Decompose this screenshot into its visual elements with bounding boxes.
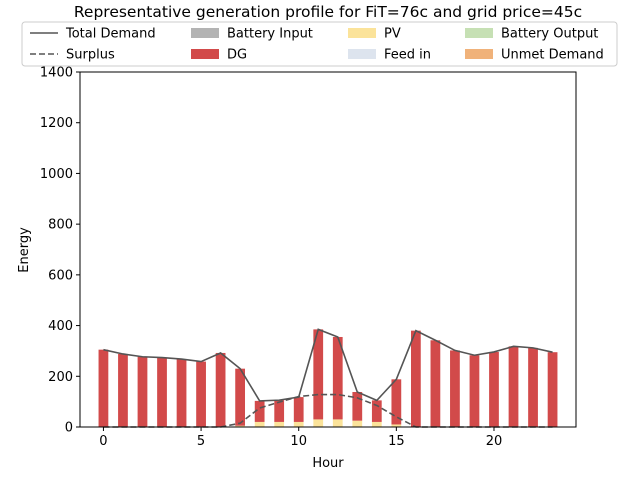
bar-dg-hour-15 bbox=[391, 379, 402, 425]
x-tick-label: 15 bbox=[388, 434, 405, 449]
legend-swatch bbox=[348, 49, 376, 59]
bar-dg-hour-16 bbox=[410, 330, 421, 427]
y-tick-label: 1400 bbox=[40, 66, 73, 81]
legend-swatch bbox=[465, 28, 493, 38]
bar-dg-hour-20 bbox=[489, 351, 499, 427]
plot-area: 0 5 10 15 20 0 200 400 600 800 1000 1200 1400 bbox=[40, 66, 577, 449]
legend-item-surplus: Surplus bbox=[30, 48, 115, 63]
x-axis: 0 5 10 15 20 bbox=[99, 427, 502, 449]
legend-item-battery-input: Battery Input bbox=[191, 27, 313, 42]
legend-label: Battery Input bbox=[227, 27, 313, 42]
bar-pv-hour-9 bbox=[274, 421, 285, 427]
bar-pv-hour-7 bbox=[235, 425, 246, 427]
line-total-demand bbox=[103, 328, 553, 402]
legend: Total Demand Surplus Battery Input DG PV Feed… bbox=[21, 21, 618, 67]
bar-dg-hour-1 bbox=[118, 353, 128, 427]
x-axis-title: Hour bbox=[312, 456, 344, 471]
legend-swatch bbox=[348, 28, 376, 38]
legend-item-total-demand: Total Demand bbox=[30, 27, 156, 42]
legend-label: Unmet Demand bbox=[501, 48, 604, 63]
bar-dg-hour-0 bbox=[98, 349, 109, 427]
bar-dg-hour-3 bbox=[157, 357, 167, 427]
bar-dg-hour-14 bbox=[371, 400, 382, 422]
legend-label: Battery Output bbox=[501, 27, 598, 42]
y-axis: 0 200 400 600 800 1000 1200 1400 bbox=[40, 66, 80, 436]
legend-swatch bbox=[191, 49, 219, 59]
legend-item-pv: PV bbox=[348, 27, 401, 42]
legend-item-feed-in: Feed in bbox=[348, 48, 431, 63]
legend-swatch bbox=[465, 49, 493, 59]
y-tick-label: 600 bbox=[48, 268, 73, 283]
y-tick-label: 1000 bbox=[40, 167, 73, 182]
bar-dg-hour-17 bbox=[430, 340, 441, 427]
y-tick-label: 1200 bbox=[40, 116, 73, 131]
bar-pv-hour-11 bbox=[313, 419, 324, 427]
legend-label: Surplus bbox=[66, 48, 115, 63]
bar-pv-hour-15 bbox=[391, 424, 402, 427]
y-tick-label: 0 bbox=[65, 421, 73, 436]
bar-pv-hour-10 bbox=[293, 421, 304, 427]
bar-group bbox=[98, 329, 558, 427]
x-tick-label: 5 bbox=[197, 434, 205, 449]
bar-dg-hour-8 bbox=[254, 400, 265, 422]
bar-dg-hour-19 bbox=[469, 355, 480, 427]
bar-dg-hour-4 bbox=[176, 359, 187, 427]
legend-item-battery-output: Battery Output bbox=[465, 27, 598, 42]
bar-dg-hour-6 bbox=[215, 352, 226, 427]
x-tick-label: 10 bbox=[290, 434, 307, 449]
plot-frame bbox=[80, 72, 576, 427]
bar-dg-hour-7 bbox=[235, 368, 246, 426]
bar-dg-hour-21 bbox=[508, 346, 519, 427]
bar-pv-hour-8 bbox=[254, 421, 265, 427]
legend-item-unmet-demand: Unmet Demand bbox=[465, 48, 604, 63]
bar-dg-hour-22 bbox=[528, 347, 538, 427]
y-tick-label: 200 bbox=[48, 370, 73, 385]
y-tick-label: 800 bbox=[48, 218, 73, 233]
bar-dg-hour-23 bbox=[547, 352, 558, 427]
bar-dg-hour-2 bbox=[137, 356, 148, 427]
legend-swatch bbox=[191, 28, 219, 38]
legend-label: PV bbox=[384, 27, 401, 42]
bar-dg-hour-9 bbox=[274, 400, 285, 422]
legend-label: Feed in bbox=[384, 48, 431, 63]
y-tick-label: 400 bbox=[48, 319, 73, 334]
bar-pv-hour-12 bbox=[332, 419, 343, 427]
bar-dg-hour-5 bbox=[196, 361, 206, 427]
x-tick-label: 20 bbox=[486, 434, 503, 449]
bar-dg-hour-18 bbox=[450, 350, 460, 427]
bar-dg-hour-13 bbox=[352, 392, 363, 421]
plot-border bbox=[79, 71, 577, 428]
bar-pv-hour-13 bbox=[352, 420, 363, 427]
legend-label: DG bbox=[227, 48, 247, 63]
bar-dg-hour-11 bbox=[313, 329, 324, 420]
bar-dg-hour-12 bbox=[332, 336, 343, 420]
x-tick-label: 0 bbox=[99, 434, 107, 449]
bar-pv-hour-14 bbox=[371, 421, 382, 427]
legend-item-dg: DG bbox=[191, 48, 247, 63]
y-axis-title: Energy bbox=[17, 227, 32, 273]
bar-dg-hour-10 bbox=[293, 397, 304, 422]
legend-label: Total Demand bbox=[65, 27, 156, 42]
chart-title: Representative generation profile for Fi… bbox=[74, 3, 582, 21]
